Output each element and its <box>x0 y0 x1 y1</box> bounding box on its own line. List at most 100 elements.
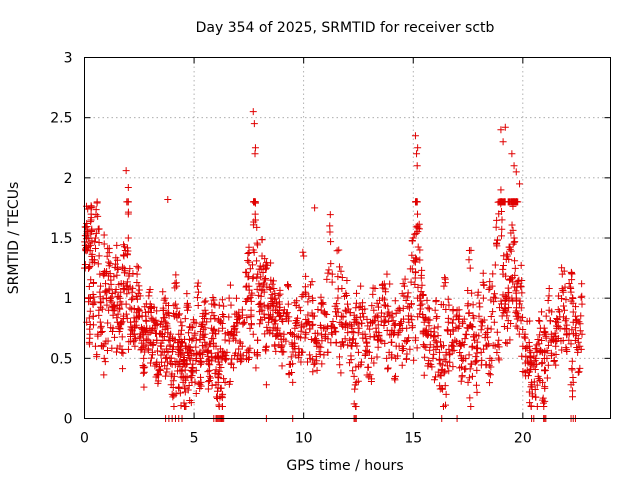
data-point <box>266 329 274 337</box>
data-point <box>411 254 419 262</box>
data-point <box>116 294 124 302</box>
data-point <box>384 365 392 373</box>
data-point <box>86 307 94 315</box>
data-point <box>193 294 201 302</box>
data-point <box>472 381 480 389</box>
data-point <box>163 322 171 330</box>
data-point <box>250 248 258 256</box>
data-point <box>509 278 517 286</box>
data-point <box>418 281 426 289</box>
data-point <box>122 310 130 318</box>
data-point <box>473 366 481 374</box>
data-point <box>569 299 577 307</box>
data-point <box>526 399 534 407</box>
data-point <box>313 366 321 374</box>
data-point <box>537 347 545 355</box>
data-point <box>109 311 117 319</box>
data-point <box>213 352 221 360</box>
data-point <box>568 270 576 278</box>
data-point <box>338 274 346 282</box>
data-point <box>440 355 448 363</box>
data-point <box>510 238 518 246</box>
data-point <box>275 298 283 306</box>
data-point <box>310 360 318 368</box>
data-point <box>561 317 569 325</box>
data-point <box>242 268 250 276</box>
data-point <box>500 322 508 330</box>
data-point <box>399 345 407 353</box>
data-point <box>503 324 511 332</box>
data-point <box>527 349 535 357</box>
data-point <box>118 263 126 271</box>
data-point <box>413 198 421 206</box>
data-point <box>361 352 369 360</box>
data-point <box>464 300 472 308</box>
data-point <box>319 299 327 307</box>
data-point <box>118 318 126 326</box>
data-point <box>237 350 245 358</box>
data-point <box>521 345 529 353</box>
data-point <box>386 331 394 339</box>
data-point <box>136 334 144 342</box>
data-point <box>304 358 311 366</box>
data-point <box>527 365 535 373</box>
data-point <box>265 314 273 322</box>
data-point <box>468 372 476 380</box>
data-point <box>490 318 498 326</box>
data-point <box>261 330 269 338</box>
data-point <box>128 288 136 296</box>
data-point <box>531 345 539 353</box>
data-point <box>520 333 528 341</box>
data-point <box>420 342 428 350</box>
y-tick-label: 1 <box>64 291 73 307</box>
data-point <box>542 312 550 320</box>
data-point <box>312 352 320 360</box>
data-point <box>247 313 255 321</box>
data-point <box>493 236 501 244</box>
data-point <box>334 294 342 302</box>
data-point <box>526 360 534 368</box>
data-point <box>91 238 99 246</box>
data-point <box>157 342 165 350</box>
data-point <box>514 324 522 332</box>
data-point <box>98 305 106 313</box>
data-point <box>512 296 520 304</box>
data-point <box>455 322 463 330</box>
data-point <box>113 256 121 264</box>
data-point <box>530 378 538 386</box>
data-point <box>419 310 427 318</box>
data-point <box>429 354 437 362</box>
data-point <box>486 284 494 292</box>
data-point <box>474 291 482 299</box>
data-point <box>337 312 345 320</box>
data-point <box>526 317 534 325</box>
data-point <box>401 337 409 345</box>
data-point <box>277 332 285 340</box>
data-point <box>115 327 123 335</box>
data-point <box>384 302 392 310</box>
data-point <box>518 277 526 285</box>
data-point <box>268 280 276 288</box>
data-point <box>91 244 99 252</box>
data-point <box>545 341 553 349</box>
data-point <box>251 198 259 206</box>
data-point <box>86 262 94 270</box>
data-point <box>278 362 286 370</box>
data-point <box>301 283 309 291</box>
data-point <box>284 300 292 308</box>
data-point <box>147 359 155 367</box>
data-point <box>567 268 575 276</box>
data-point <box>405 334 413 342</box>
data-point <box>477 317 485 325</box>
data-point <box>298 293 306 301</box>
data-point <box>357 282 365 290</box>
data-point <box>506 336 514 344</box>
data-point <box>359 309 367 317</box>
data-point <box>197 378 205 386</box>
data-point <box>113 241 121 249</box>
data-point <box>198 321 206 329</box>
data-point <box>256 262 264 270</box>
data-point <box>550 333 558 341</box>
data-point <box>453 338 461 346</box>
data-point <box>416 292 424 300</box>
